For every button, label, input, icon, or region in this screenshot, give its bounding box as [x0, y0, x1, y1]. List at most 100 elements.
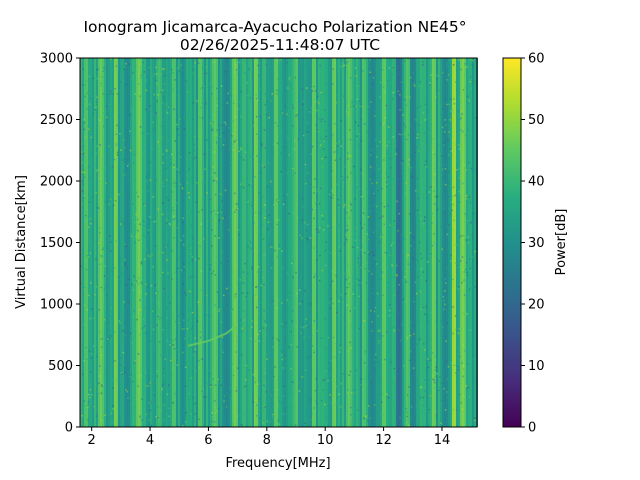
noise-speck	[459, 118, 461, 121]
heatmap-column	[452, 58, 454, 427]
noise-speck	[453, 111, 455, 114]
noise-speck	[374, 353, 377, 356]
noise-speck	[83, 400, 86, 402]
noise-speck	[152, 186, 154, 189]
noise-speck	[142, 62, 144, 64]
noise-speck	[147, 286, 149, 289]
noise-speck	[385, 393, 388, 395]
noise-speck	[192, 397, 194, 399]
noise-speck	[218, 60, 221, 62]
noise-speck	[327, 134, 329, 137]
noise-speck	[342, 178, 345, 181]
noise-speck	[387, 266, 389, 268]
noise-speck	[159, 395, 162, 398]
noise-speck	[162, 383, 165, 385]
noise-speck	[399, 416, 401, 419]
noise-speck	[379, 356, 381, 358]
noise-speck	[156, 100, 158, 102]
noise-speck	[119, 158, 122, 161]
noise-speck	[281, 354, 283, 356]
noise-speck	[399, 339, 402, 342]
noise-speck	[185, 412, 187, 414]
noise-speck	[471, 166, 473, 169]
heatmap-column	[164, 58, 166, 427]
noise-speck	[183, 183, 185, 185]
noise-speck	[321, 93, 323, 95]
noise-speck	[332, 292, 334, 295]
noise-speck	[433, 379, 436, 381]
noise-speck	[391, 69, 393, 71]
noise-speck	[124, 146, 126, 149]
noise-speck	[304, 369, 307, 371]
noise-speck	[196, 151, 199, 153]
noise-speck	[432, 207, 434, 209]
noise-speck	[422, 271, 425, 273]
noise-speck	[159, 410, 162, 412]
noise-speck	[331, 270, 333, 273]
noise-speck	[459, 266, 461, 269]
noise-speck	[154, 245, 157, 247]
noise-speck	[370, 310, 372, 312]
noise-speck	[204, 66, 206, 68]
noise-speck	[291, 103, 294, 106]
noise-speck	[114, 88, 116, 90]
noise-speck	[119, 223, 122, 225]
noise-speck	[81, 415, 83, 417]
noise-speck	[181, 328, 184, 330]
noise-speck	[127, 179, 130, 181]
noise-speck	[443, 312, 446, 314]
noise-speck	[255, 399, 257, 401]
noise-speck	[167, 244, 169, 247]
echo-trace-line	[187, 324, 239, 347]
noise-speck	[80, 282, 82, 285]
heatmap-column	[152, 58, 154, 427]
noise-speck	[181, 350, 184, 352]
noise-speck	[255, 294, 257, 296]
noise-speck	[198, 211, 200, 213]
noise-speck	[283, 201, 285, 203]
noise-speck	[252, 401, 255, 403]
heatmap-column	[398, 58, 400, 427]
noise-speck	[346, 304, 348, 306]
noise-speck	[443, 203, 445, 206]
noise-speck	[372, 77, 375, 79]
noise-speck	[401, 321, 404, 323]
noise-speck	[186, 319, 189, 321]
noise-speck	[468, 288, 471, 291]
noise-speck	[96, 355, 98, 358]
noise-speck	[469, 329, 471, 331]
noise-speck	[457, 287, 460, 290]
noise-speck	[168, 407, 171, 410]
noise-speck	[163, 151, 165, 154]
noise-speck	[163, 367, 165, 369]
noise-speck	[391, 347, 393, 350]
heatmap-column	[400, 58, 402, 427]
noise-speck	[150, 382, 153, 385]
noise-speck	[357, 124, 360, 127]
noise-speck	[344, 364, 346, 367]
noise-speck	[256, 133, 258, 135]
noise-speck	[255, 296, 258, 299]
noise-speck	[217, 234, 220, 236]
heatmap-column	[210, 58, 212, 427]
noise-speck	[276, 199, 278, 201]
noise-speck	[288, 78, 290, 81]
noise-speck	[448, 170, 450, 173]
noise-speck	[235, 390, 238, 392]
noise-speck	[472, 59, 474, 62]
noise-speck	[472, 345, 475, 348]
noise-speck	[295, 325, 297, 328]
y-tick-label: 2000	[40, 175, 73, 190]
noise-speck	[148, 223, 150, 225]
noise-speck	[125, 284, 128, 286]
noise-speck	[214, 304, 216, 306]
noise-speck	[324, 249, 327, 251]
noise-speck	[292, 212, 295, 214]
noise-speck	[137, 282, 140, 285]
noise-speck	[334, 184, 336, 186]
noise-speck	[204, 193, 206, 195]
noise-speck	[250, 337, 252, 340]
noise-speck	[300, 376, 302, 379]
noise-speck	[354, 239, 357, 241]
noise-speck	[111, 270, 113, 273]
